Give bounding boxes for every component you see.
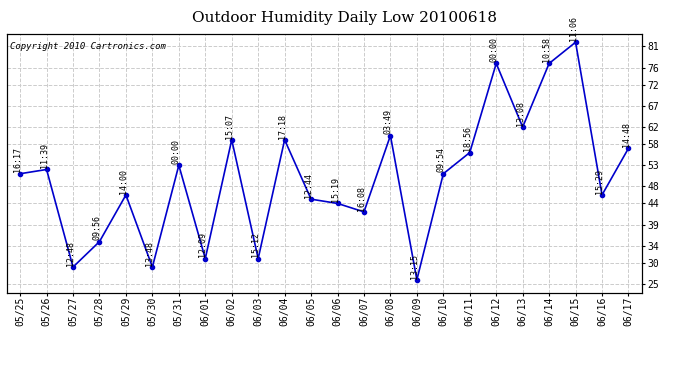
Text: 03:49: 03:49: [384, 109, 393, 134]
Text: 18:56: 18:56: [463, 126, 472, 151]
Text: Outdoor Humidity Daily Low 20100618: Outdoor Humidity Daily Low 20100618: [193, 11, 497, 25]
Text: 15:29: 15:29: [595, 169, 604, 194]
Text: 13:15: 13:15: [410, 254, 419, 279]
Text: 09:56: 09:56: [92, 215, 101, 240]
Text: 15:12: 15:12: [251, 232, 260, 257]
Text: 15:19: 15:19: [331, 177, 339, 202]
Text: 14:00: 14:00: [119, 169, 128, 194]
Text: Copyright 2010 Cartronics.com: Copyright 2010 Cartronics.com: [10, 42, 166, 51]
Text: 16:17: 16:17: [13, 147, 22, 172]
Text: 00:00: 00:00: [489, 37, 498, 62]
Text: 13:48: 13:48: [146, 241, 155, 266]
Text: 12:44: 12:44: [304, 173, 313, 198]
Text: 09:54: 09:54: [437, 147, 446, 172]
Text: 12:48: 12:48: [66, 241, 75, 266]
Text: 16:08: 16:08: [357, 186, 366, 211]
Text: 11:06: 11:06: [569, 16, 578, 41]
Text: 14:48: 14:48: [622, 122, 631, 147]
Text: 13:08: 13:08: [516, 101, 525, 126]
Text: 10:58: 10:58: [542, 37, 551, 62]
Text: 17:18: 17:18: [278, 114, 287, 138]
Text: 11:39: 11:39: [40, 143, 49, 168]
Text: 15:07: 15:07: [225, 114, 234, 138]
Text: 12:09: 12:09: [199, 232, 208, 257]
Text: 00:00: 00:00: [172, 139, 181, 164]
